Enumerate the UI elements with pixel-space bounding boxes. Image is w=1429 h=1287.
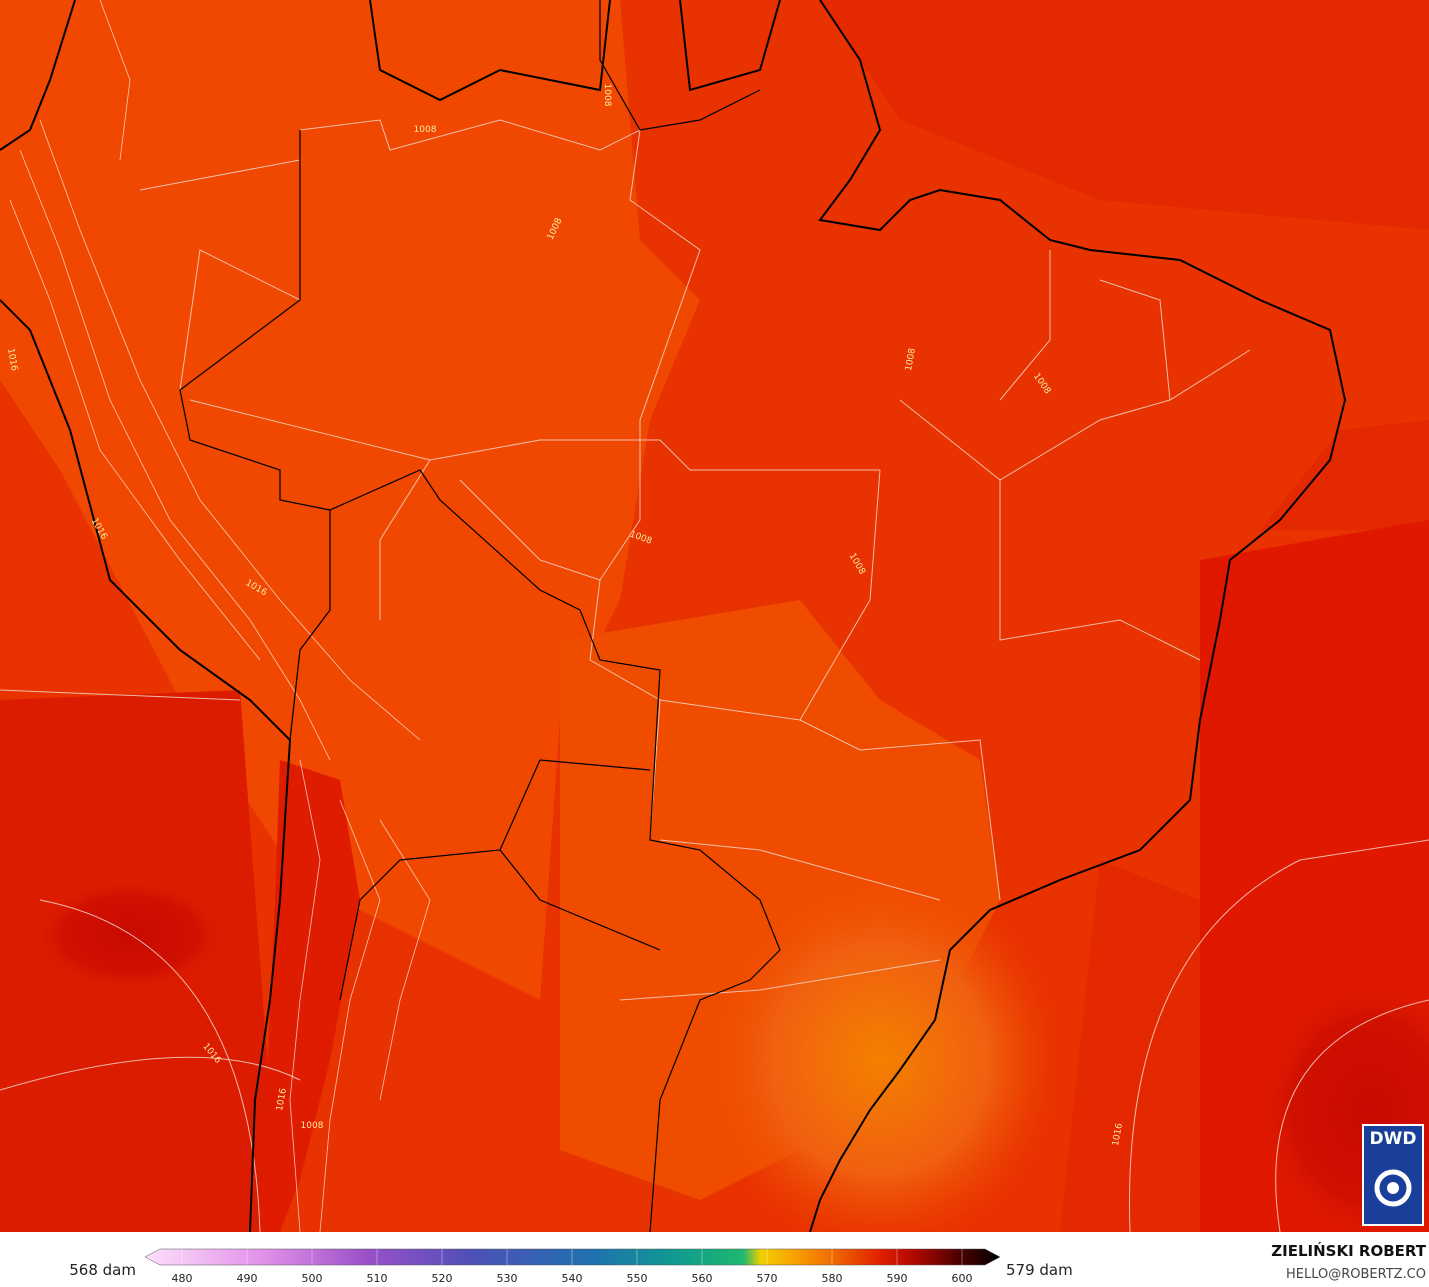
colorbar-left-label: 568 dam <box>69 1261 136 1279</box>
colorbar-tick-label: 600 <box>952 1272 973 1285</box>
field-zone <box>0 0 700 1000</box>
colorbar-tick-label: 560 <box>692 1272 713 1285</box>
colorbar-tick-label: 570 <box>757 1272 778 1285</box>
logo-box <box>1362 1124 1424 1226</box>
field-zone <box>700 870 1060 1232</box>
logo-text: DWD <box>1370 1129 1417 1149</box>
contour-label: 1008 <box>904 347 918 372</box>
colorbar-tick-label: 540 <box>562 1272 583 1285</box>
colorbar <box>144 1248 1001 1266</box>
contour-label: 1016 <box>275 1087 289 1112</box>
logo-icon <box>1387 1182 1399 1194</box>
coastline <box>0 0 1347 1232</box>
colorbar-tick-label: 500 <box>302 1272 323 1285</box>
colorbar-tick-label: 590 <box>887 1272 908 1285</box>
contour-label: 1008 <box>414 125 437 135</box>
credit-name: ZIELIŃSKI ROBERT <box>1271 1241 1426 1260</box>
terrain-contours <box>9 0 431 1232</box>
credit-contact: HELLO@ROBERTZ.CO <box>1286 1267 1426 1282</box>
national-borders <box>179 0 781 1232</box>
field-zone <box>35 880 225 990</box>
contour-label: 1016 <box>1111 1122 1125 1147</box>
colorbar-tick-label: 550 <box>627 1272 648 1285</box>
colorbar-tick-label: 580 <box>822 1272 843 1285</box>
colorbar-right-label: 579 dam <box>1006 1261 1073 1279</box>
andes-zone <box>260 760 360 1232</box>
colorbar-tick-label: 490 <box>237 1272 258 1285</box>
colorbar-tick-label: 480 <box>172 1272 193 1285</box>
contour-label: 1008 <box>602 84 612 107</box>
colorbar-tick-label: 510 <box>367 1272 388 1285</box>
colorbar-tick-label: 530 <box>497 1272 518 1285</box>
map: 1008100810081008100810081008101610161016… <box>0 0 1429 1232</box>
logo-icon <box>1374 1169 1412 1207</box>
colorbar-tick-label: 520 <box>432 1272 453 1285</box>
contour-label: 1016 <box>5 348 19 373</box>
contour-label: 1008 <box>301 1121 324 1131</box>
